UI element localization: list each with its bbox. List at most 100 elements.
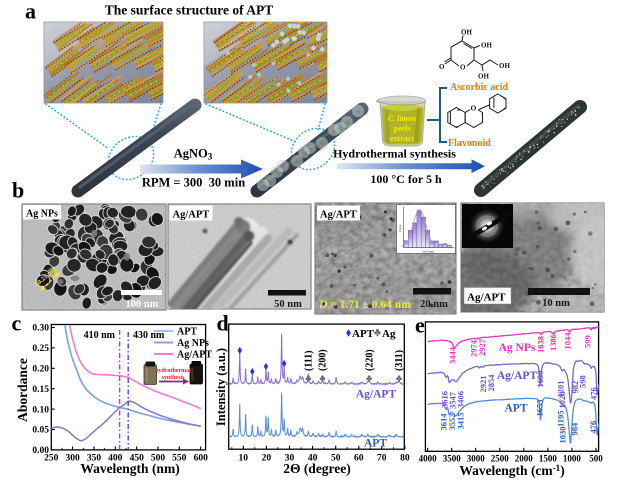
svg-text:(111): (111) [304,350,315,371]
svg-text:OH: OH [499,62,510,70]
svg-text:50: 50 [331,454,341,464]
svg-text:Ag: Ag [320,141,325,146]
svg-text:Ag: Ag [281,164,286,169]
svg-text:100 nm: 100 nm [126,299,159,310]
svg-text:Ag: Ag [382,328,396,340]
svg-text:2921: 2921 [478,376,488,393]
svg-text:OH: OH [461,29,472,37]
svg-text:Ag/APT: Ag/APT [173,210,210,221]
svg-text:Abordance: Abordance [15,358,30,422]
svg-text:Ag/APT: Ag/APT [356,389,397,401]
svg-text:2974: 2974 [469,339,479,357]
svg-text:AgNO3: AgNO3 [174,147,213,162]
svg-text:60: 60 [354,454,364,464]
svg-text:1386: 1386 [548,334,558,351]
svg-text:3552: 3552 [447,414,457,431]
svg-text:10 nm: 10 nm [542,298,570,309]
svg-text:0.30: 0.30 [32,324,49,334]
svg-text:1201: 1201 [556,381,566,398]
svg-text:2927: 2927 [477,338,487,356]
svg-text:hydrothermal: hydrothermal [155,368,191,374]
svg-text:1195: 1195 [556,410,566,427]
svg-text:Ag: Ag [261,183,266,188]
svg-text:Hydrothermal synthesis: Hydrothermal synthesis [333,147,456,161]
svg-text:Ag NPs: Ag NPs [499,342,536,354]
svg-text:Flavonoid: Flavonoid [448,138,491,149]
svg-text:2854: 2854 [486,374,496,392]
svg-text:a: a [25,0,36,23]
svg-text:1500: 1500 [539,454,558,464]
svg-text:250: 250 [44,454,59,464]
svg-text:984: 984 [570,422,580,436]
svg-text:D = 1.71 ± 0.64 nm: D = 1.71 ± 0.64 nm [318,299,411,311]
svg-text:30: 30 [285,454,295,464]
svg-text:Wavelength (cm-1): Wavelength (cm-1) [459,463,564,478]
svg-text:RPM = 300 30 min: RPM = 300 30 min [142,176,245,190]
svg-text:300: 300 [65,454,80,464]
svg-text:Ag: Ag [268,179,273,184]
svg-text:3000: 3000 [467,454,486,464]
svg-text:Size (nm): Size (nm) [422,250,434,254]
svg-text:476: 476 [589,387,599,400]
svg-text:500: 500 [151,454,166,464]
svg-text:100 °C for 5 h: 100 °C for 5 h [370,172,442,186]
svg-text:Ag: Ag [345,120,350,125]
svg-text:Ag/APT: Ag/APT [177,350,212,361]
svg-text:1030: 1030 [558,427,568,444]
svg-text:500: 500 [589,454,603,464]
svg-text:Ag/APT: Ag/APT [467,292,506,304]
svg-text:1000: 1000 [563,454,582,464]
svg-text:476: 476 [588,421,598,434]
svg-text:d: d [217,311,229,336]
svg-text:598: 598 [578,375,588,388]
svg-text:Ag: Ag [275,170,280,175]
svg-text:The surface structure of APT: The surface structure of APT [105,3,273,18]
svg-text:4000: 4000 [419,454,438,464]
svg-text:10: 10 [239,454,249,464]
svg-text:600: 600 [194,454,209,464]
svg-text:O: O [460,64,466,72]
svg-text:APT: APT [177,327,197,338]
svg-text:430 nm: 430 nm [133,330,165,341]
svg-text:Ag: Ag [356,109,361,114]
svg-text:OH: OH [481,42,492,50]
svg-text:e: e [415,313,425,338]
svg-text:APT: APT [364,438,387,450]
svg-text:0.25: 0.25 [32,344,49,354]
svg-text:350: 350 [87,454,102,464]
svg-text:982: 982 [570,381,580,394]
svg-text:3500: 3500 [443,454,462,464]
svg-text:O: O [471,104,477,113]
svg-text:3614: 3614 [439,413,449,431]
svg-text:Ag: Ag [295,159,300,164]
svg-text:3415: 3415 [456,413,466,430]
svg-text:1028: 1028 [557,392,567,409]
svg-text:2Θ (degree): 2Θ (degree) [283,461,351,476]
svg-text:20: 20 [262,454,272,464]
svg-text:3547: 3547 [448,391,458,409]
svg-text:20 nm: 20 nm [420,299,448,310]
svg-text:1659: 1659 [535,371,545,388]
svg-text:peels: peels [394,124,411,133]
svg-text:APT: APT [505,403,528,415]
svg-text:Ag: Ag [302,150,307,155]
svg-text:3406: 3406 [456,391,466,408]
svg-text:70: 70 [377,454,387,464]
svg-text:0.20: 0.20 [32,365,49,375]
svg-text:0.00: 0.00 [32,446,49,456]
svg-text:Ag/APT: Ag/APT [497,370,538,382]
svg-text:1653: 1653 [535,400,545,417]
svg-text:3444: 3444 [448,346,458,364]
svg-text:O: O [439,63,445,71]
svg-text:0.10: 0.10 [32,405,49,415]
svg-text:synthesis: synthesis [161,375,185,381]
svg-text:APT: APT [352,328,375,340]
svg-text:Intensity (a.u.): Intensity (a.u.) [214,348,228,426]
svg-text:40: 40 [308,454,318,464]
svg-text:599: 599 [583,335,593,348]
svg-text:Wavelength (nm): Wavelength (nm) [80,461,179,476]
svg-text:b: b [12,178,24,203]
svg-text:Ag: Ag [308,146,313,151]
svg-text:c: c [12,311,22,336]
svg-text:extract: extract [390,134,414,143]
